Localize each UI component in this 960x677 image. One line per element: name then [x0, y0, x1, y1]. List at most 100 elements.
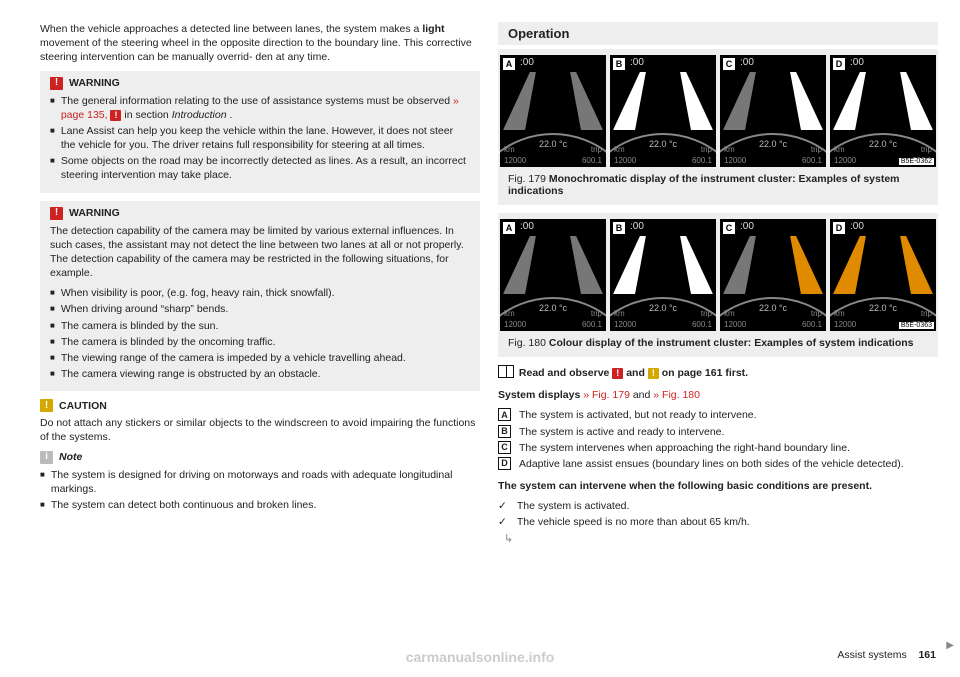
warning-icon: !: [50, 77, 63, 90]
panel-readouts: 12000600.1: [500, 156, 606, 165]
panel-units: kmtrip: [500, 309, 606, 318]
panel-time: :00: [850, 57, 864, 68]
panel-readouts: 12000600.1: [720, 156, 826, 165]
panel-letter-icon: D: [833, 222, 845, 234]
sysdisp-lead-c: and: [633, 389, 653, 401]
footer-page: 161: [918, 649, 936, 661]
caution-title: CAUTION: [59, 400, 107, 412]
w2i1: ■When driving around “sharp” bends.: [50, 302, 470, 316]
figure-id-chip: B5E-0363: [899, 322, 934, 329]
page-caret-icon: ▶: [946, 640, 954, 651]
intro-text: makes a: [380, 23, 423, 35]
w2i2: ■The camera is blinded by the sun.: [50, 319, 470, 333]
panel-units: kmtrip: [830, 309, 936, 318]
fig180-prefix: Fig. 180: [508, 337, 549, 349]
sysdisp-rows: AThe system is activated, but not ready …: [498, 408, 938, 471]
row-C: CThe system intervenes when approaching …: [498, 441, 938, 455]
w1i0e: .: [229, 109, 232, 121]
cluster-panel-D: D:0022.0 °ckmtrip12000600.1B5E-0362: [830, 55, 936, 167]
caution-inline-icon: !: [648, 368, 659, 379]
cluster-panel-B: B:0022.0 °ckmtrip12000600.1: [610, 55, 716, 167]
arrow-icon: ↳: [504, 532, 513, 545]
panel-letter-icon: C: [723, 58, 735, 70]
w2i0: ■When visibility is poor, (e.g. fog, hea…: [50, 286, 470, 300]
panel-letter-icon: A: [503, 58, 515, 70]
w2i5: ■The camera viewing range is obstructed …: [50, 367, 470, 381]
letter-A-icon: A: [498, 408, 511, 421]
note-head: i Note: [40, 451, 480, 464]
read-observe-line: Read and observe ! and ! on page 161 fir…: [498, 365, 938, 380]
intro-text: When the vehicle approaches a detected l…: [40, 23, 377, 35]
note-title: Note: [59, 451, 82, 463]
note-item-1: ■The system can detect both continuous a…: [40, 498, 480, 512]
caution-text: Do not attach any stickers or similar ob…: [40, 416, 480, 444]
warning-title-2: WARNING: [69, 207, 120, 219]
panel-time: :00: [630, 221, 644, 232]
panel-time: :00: [520, 221, 534, 232]
fig180-caption: Fig. 180 Colour display of the instrumen…: [498, 333, 938, 349]
page-root: When the vehicle approaches a detected l…: [0, 0, 960, 677]
panel-letter-icon: B: [613, 222, 625, 234]
w1i2: Some objects on the road may be incorrec…: [61, 154, 470, 182]
warning-head: ! WARNING: [50, 77, 470, 90]
warning-icon: !: [50, 207, 63, 220]
warn1-item-2: ■ Some objects on the road may be incorr…: [50, 154, 470, 182]
intro-text-bold: light: [422, 23, 444, 35]
warn1-item-0: ■ The general information relating to th…: [50, 94, 470, 122]
lane-left-icon: [722, 72, 764, 133]
warning-head-2: ! WARNING: [50, 207, 470, 220]
warn-inline-icon: !: [612, 368, 623, 379]
panel-units: kmtrip: [830, 145, 936, 154]
right-column: Operation A:0022.0 °ckmtrip12000600.1B:0…: [498, 22, 938, 677]
panel-time: :00: [520, 57, 534, 68]
lane-right-icon: [892, 72, 934, 133]
panel-letter-icon: D: [833, 58, 845, 70]
section-title: Operation: [498, 22, 938, 45]
w1i1: Lane Assist can help you keep the vehicl…: [61, 124, 470, 152]
panel-readouts: 12000600.1: [610, 320, 716, 329]
w2i3: ■The camera is blinded by the oncoming t…: [50, 335, 470, 349]
panel-time: :00: [850, 221, 864, 232]
system-displays-line: System displays » Fig. 179 and » Fig. 18…: [498, 388, 938, 402]
cluster-panel-C: C:0022.0 °ckmtrip12000600.1: [720, 219, 826, 331]
warn2-lead: The detection capability of the camera m…: [50, 224, 470, 281]
figure-id-chip: B5E-0362: [899, 158, 934, 165]
letter-D-icon: D: [498, 457, 511, 470]
lane-right-icon: [672, 236, 714, 297]
warning-title: WARNING: [69, 77, 120, 89]
w1i0a: The general information relating to the …: [61, 95, 453, 107]
figure-180: A:0022.0 °ckmtrip12000600.1B:0022.0 °ckm…: [498, 213, 938, 357]
fig179-prefix: Fig. 179: [508, 173, 549, 185]
panel-units: kmtrip: [720, 145, 826, 154]
panel-letter-icon: A: [503, 222, 515, 234]
figure-179: A:0022.0 °ckmtrip12000600.1B:0022.0 °ckm…: [498, 49, 938, 205]
caution-icon: !: [40, 399, 53, 412]
fig179-strip: A:0022.0 °ckmtrip12000600.1B:0022.0 °ckm…: [498, 49, 938, 169]
lane-left-icon: [502, 236, 544, 297]
w2i4: ■The viewing range of the camera is impe…: [50, 351, 470, 365]
lane-right-icon: [562, 236, 604, 297]
sysdisp-lead-d: » Fig. 180: [653, 389, 700, 401]
panel-time: :00: [630, 57, 644, 68]
lane-left-icon: [612, 236, 654, 297]
panel-readouts: 12000600.1: [720, 320, 826, 329]
lane-left-icon: [832, 236, 874, 297]
page-footer: Assist systems 161: [837, 649, 936, 661]
fig180-strip: A:0022.0 °ckmtrip12000600.1B:0022.0 °ckm…: [498, 213, 938, 333]
sysdisp-lead-b: » Fig. 179: [583, 389, 630, 401]
warn-inline-icon: !: [110, 110, 121, 121]
panel-units: kmtrip: [500, 145, 606, 154]
cond-1: ✓The vehicle speed is no more than about…: [498, 515, 938, 529]
panel-letter-icon: C: [723, 222, 735, 234]
warn1-item-1: ■ Lane Assist can help you keep the vehi…: [50, 124, 470, 152]
left-column: When the vehicle approaches a detected l…: [40, 22, 480, 677]
row-A: AThe system is activated, but not ready …: [498, 408, 938, 422]
fig180-bold: Colour display of the instrument cluster…: [549, 337, 914, 349]
panel-time: :00: [740, 57, 754, 68]
conditions-head: The system can intervene when the follow…: [498, 479, 938, 493]
panel-readouts: 12000600.1: [500, 320, 606, 329]
fig179-bold: Monochromatic display of the instrument …: [508, 173, 900, 197]
panel-units: kmtrip: [720, 309, 826, 318]
caution-head: ! CAUTION: [40, 399, 480, 412]
panel-units: kmtrip: [610, 145, 716, 154]
